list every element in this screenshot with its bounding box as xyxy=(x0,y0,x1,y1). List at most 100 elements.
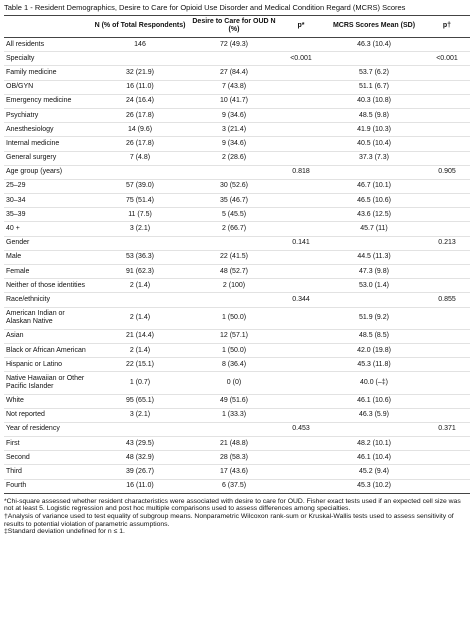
column-header: N (% of Total Respondents) xyxy=(90,15,190,38)
table-cell xyxy=(278,436,324,452)
table-cell: 5 (45.5) xyxy=(190,207,278,223)
row-label: Race/ethnicity xyxy=(4,292,90,308)
table-cell xyxy=(424,80,470,95)
table-row: 40 +3 (2.1) 2 (66.7) 45.7 (11) xyxy=(4,221,470,237)
table-cell xyxy=(278,37,324,53)
table-cell xyxy=(278,479,324,494)
table-cell: <0.001 xyxy=(278,51,324,67)
table-cell: 43 (29.5) xyxy=(90,436,190,452)
table-row: Family medicine 32 (21.9) 27 (84.4) 53.7 (6… xyxy=(4,65,470,81)
table-cell: 43.6 (12.5) xyxy=(324,207,424,223)
table-cell: 3 (2.1) xyxy=(90,221,190,237)
table-cell: 0.818 xyxy=(278,165,324,180)
table-cell xyxy=(90,422,190,438)
table-cell xyxy=(190,51,278,67)
footnote: ‡Standard deviation undefined for n ≤ 1. xyxy=(4,528,125,536)
table-row: Female 91 (62.3) 48 (52.7) 47.3 (9.8) xyxy=(4,264,470,280)
table-title: Table 1 - Resident Demographics, Desire … xyxy=(4,3,406,12)
table-cell xyxy=(324,236,424,251)
table-cell: 1 (33.3) xyxy=(190,408,278,423)
table-cell: 46.3 (10.4) xyxy=(324,37,424,53)
table-cell xyxy=(324,292,424,308)
table-cell: 48.2 (10.1) xyxy=(324,436,424,452)
table-cell xyxy=(424,307,470,330)
table-cell: 46.1 (10.6) xyxy=(324,394,424,409)
row-label: Anesthesiology xyxy=(4,122,90,138)
table-row: Race/ethnicity 0.344 0.855 xyxy=(4,292,470,308)
table-cell: 11 (7.5) xyxy=(90,207,190,223)
row-label: 30–34 xyxy=(4,193,90,209)
table-cell xyxy=(424,357,470,373)
row-label: Female xyxy=(4,264,90,280)
table-cell: 0.855 xyxy=(424,292,470,308)
table-cell xyxy=(424,207,470,223)
table-cell xyxy=(278,65,324,81)
table-cell: 75 (51.4) xyxy=(90,193,190,209)
row-label: Not reported xyxy=(4,408,90,423)
table-row: Specialty <0.001 <0.001 xyxy=(4,51,470,67)
row-label: All residents xyxy=(4,37,90,53)
table-cell xyxy=(278,307,324,330)
document: Table 1 - Resident Demographics, Desire … xyxy=(4,3,470,536)
table-cell xyxy=(278,80,324,95)
table-cell xyxy=(424,65,470,81)
table-row: Not reported 3 (2.1) 1 (33.3) 46.3 (5.9) xyxy=(4,408,470,423)
table-cell xyxy=(278,179,324,195)
row-label: Family medicine xyxy=(4,65,90,81)
table-cell xyxy=(278,207,324,223)
table-body: All residents 146 72 (49.3) 46.3 (10.4) Spec… xyxy=(4,37,470,494)
row-label: First xyxy=(4,436,90,452)
table-cell xyxy=(278,122,324,138)
table-cell: 27 (84.4) xyxy=(190,65,278,81)
table-cell: 0.371 xyxy=(424,422,470,438)
row-label: Internal medicine xyxy=(4,136,90,152)
table-row: General surgery 7 (4.8) 2 (28.6) 37.3 (7.3) xyxy=(4,151,470,166)
table-cell xyxy=(424,436,470,452)
table-cell: 14 (9.6) xyxy=(90,122,190,138)
table-cell: 10 (41.7) xyxy=(190,94,278,109)
table-cell: 53 (36.3) xyxy=(90,250,190,266)
table-cell: 0 (0) xyxy=(190,371,278,395)
table-cell: 45.3 (11.8) xyxy=(324,357,424,373)
table-cell: 45.2 (9.4) xyxy=(324,464,424,480)
row-label: 40 + xyxy=(4,221,90,237)
table-cell xyxy=(190,292,278,308)
row-label: Hispanic or Latino xyxy=(4,357,90,373)
row-label: Asian xyxy=(4,329,90,344)
table-cell: 53.0 (1.4) xyxy=(324,278,424,294)
table-cell xyxy=(424,122,470,138)
footnotes: *Chi-square assessed whether resident ch… xyxy=(4,498,470,536)
table-row: Second 48 (32.9) 28 (58.3) 46.1 (10.4) xyxy=(4,450,470,466)
table-cell: 146 xyxy=(90,37,190,53)
table-cell: 40.3 (10.8) xyxy=(324,94,424,109)
table-row: 30–34 75 (51.4) 35 (46.7) 46.5 (10.6) xyxy=(4,193,470,209)
table-cell: 0.141 xyxy=(278,236,324,251)
table-cell: 37.3 (7.3) xyxy=(324,151,424,166)
row-label: Third xyxy=(4,464,90,480)
row-label: Male xyxy=(4,250,90,266)
row-label: Neither of those identities xyxy=(4,278,90,294)
table-cell xyxy=(424,329,470,344)
table-cell: 48 (52.7) xyxy=(190,264,278,280)
table-row: Third 39 (26.7) 17 (43.6) 45.2 (9.4) xyxy=(4,464,470,480)
table-row: All residents 146 72 (49.3) 46.3 (10.4) xyxy=(4,37,470,53)
column-header xyxy=(4,15,90,38)
table-cell xyxy=(424,278,470,294)
table-cell xyxy=(424,450,470,466)
table-cell xyxy=(424,136,470,152)
table-row: Gender 0.141 0.213 xyxy=(4,236,470,251)
row-label: American Indian or Alaskan Native xyxy=(4,307,90,330)
table-cell: 51.1 (6.7) xyxy=(324,80,424,95)
table-cell: 39 (26.7) xyxy=(90,464,190,480)
table-cell: 0.344 xyxy=(278,292,324,308)
footnote: *Chi-square assessed whether resident ch… xyxy=(4,497,461,513)
table-cell: 46.3 (5.9) xyxy=(324,408,424,423)
table-cell xyxy=(424,464,470,480)
table-row: Anesthesiology 14 (9.6) 3 (21.4) 41.9 (10.3… xyxy=(4,122,470,138)
table-cell xyxy=(278,408,324,423)
table-cell xyxy=(278,394,324,409)
table-cell: 2 (1.4) xyxy=(90,343,190,359)
table-cell: 46.7 (10.1) xyxy=(324,179,424,195)
table-cell: 2 (1.4) xyxy=(90,278,190,294)
table-cell: 42.0 (19.8) xyxy=(324,343,424,359)
